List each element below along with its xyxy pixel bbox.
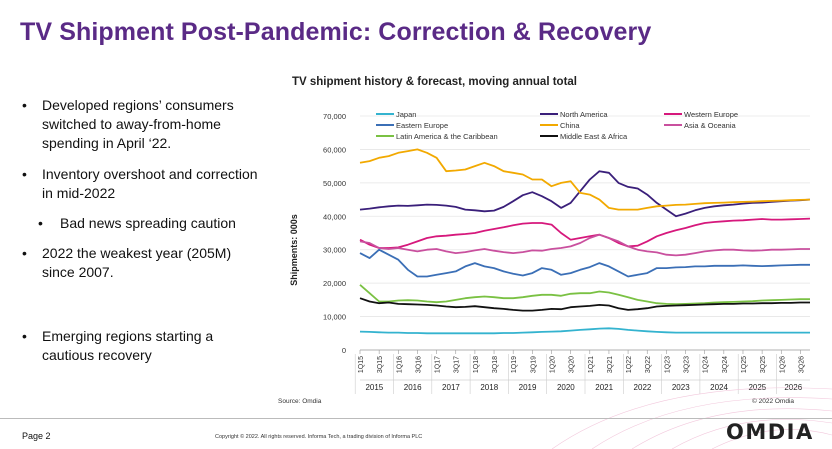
x-tick-label: 3Q19 (530, 356, 537, 373)
series-line-middle-east-africa (359, 297, 810, 312)
year-label: 2020 (557, 383, 575, 392)
year-label: 2017 (442, 383, 460, 392)
page-number: Page 2 (22, 431, 51, 441)
x-tick-label: 3Q23 (684, 356, 691, 373)
y-tick-label: 70,000 (323, 112, 346, 121)
x-tick-label: 1Q20 (549, 356, 556, 373)
year-label: 2018 (480, 383, 498, 392)
series-line-china (359, 148, 811, 211)
y-tick-label: 10,000 (323, 313, 346, 322)
series-line-north-america (359, 170, 811, 218)
x-tick-label: 3Q26 (798, 356, 805, 373)
x-tick-label: 3Q15 (377, 356, 384, 373)
bullet-list: Developed regions’ consumers switched to… (22, 96, 262, 365)
legend-label: Eastern Europe (396, 121, 448, 130)
x-tick-label: 3Q24 (722, 356, 729, 373)
y-tick-label: 60,000 (323, 145, 346, 154)
x-tick-label: 1Q17 (435, 356, 442, 373)
x-tick-label: 1Q16 (396, 356, 403, 373)
x-tick-label: 3Q22 (645, 356, 652, 373)
legend-label: Western Europe (684, 110, 738, 119)
x-tick-label: 3Q21 (607, 356, 614, 373)
x-tick-label: 1Q18 (473, 356, 480, 373)
year-label: 2021 (595, 383, 613, 392)
chart-title: TV shipment history & forecast, moving a… (292, 76, 577, 88)
x-axis: 1Q15 3Q15 1Q16 3Q16 1Q17 3Q17 1Q18 3Q18 1Q19 3Q19… (354, 350, 810, 394)
x-tick-label: 3Q25 (760, 356, 767, 373)
line-chart: 0 10,000 20,000 30,000 40,000 50,000 60,000 70,… (289, 110, 811, 394)
x-tick-label: 1Q25 (741, 356, 748, 373)
omdia-logo: OMDIA (726, 420, 814, 444)
legend-label: North America (560, 110, 608, 119)
year-label: 2019 (519, 383, 537, 392)
legend-label: Asia & Oceania (684, 121, 737, 130)
chart-series (359, 148, 811, 335)
legend-label: Japan (396, 110, 416, 119)
x-tick-label: 3Q16 (415, 356, 422, 373)
x-tick-label: 1Q24 (703, 356, 710, 373)
x-tick-label: 3Q20 (569, 356, 576, 373)
series-line-asia-oceania (359, 233, 810, 257)
bullet-sub-item: Bad news spreading caution (22, 214, 262, 233)
y-tick-label: 40,000 (323, 212, 346, 221)
legend-label: Middle East & Africa (560, 132, 628, 141)
legend-label: China (560, 121, 580, 130)
series-line-eastern-europe (359, 248, 810, 278)
bullet-item: Inventory overshoot and correction in mi… (22, 165, 262, 203)
series-line-latin-america-the-caribbean (359, 284, 810, 306)
year-label: 2015 (365, 383, 383, 392)
year-label: 2023 (672, 383, 690, 392)
y-tick-label: 0 (342, 346, 346, 355)
bullet-item: Developed regions’ consumers switched to… (22, 96, 262, 153)
bullet-item: 2022 the weakest year (205M) since 2007. (22, 244, 262, 282)
x-tick-label: 1Q23 (664, 356, 671, 373)
x-tick-label: 3Q18 (492, 356, 499, 373)
x-tick-label: 3Q17 (454, 356, 461, 373)
series-line-western-europe (359, 217, 811, 249)
series-line-japan (359, 327, 810, 335)
x-tick-label: 1Q19 (511, 356, 518, 373)
bullet-item: Emerging regions starting a cautious rec… (22, 327, 262, 365)
x-tick-label: 1Q15 (358, 356, 365, 373)
x-tick-label: 1Q21 (588, 356, 595, 373)
y-axis-label: Shipments: 000s (289, 214, 299, 286)
chart-legend: Japan North America Western Europe Eastern … (376, 110, 738, 141)
y-tick-label: 50,000 (323, 179, 346, 188)
footer-divider (0, 418, 832, 419)
chart-grid (360, 115, 810, 351)
legend-label: Latin America & the Caribbean (396, 132, 498, 141)
y-axis: 0 10,000 20,000 30,000 40,000 50,000 60,000 70,… (323, 112, 346, 355)
chart-copyright: © 2022 Omdia (752, 398, 795, 405)
year-label: 2016 (404, 383, 422, 392)
year-label: 2022 (634, 383, 652, 392)
footer-copyright: Copyright © 2022. All rights reserved. I… (215, 434, 423, 440)
chart-source: Source: Omdia (278, 398, 322, 405)
year-label: 2025 (748, 383, 766, 392)
chart-container: TV shipment history & forecast, moving a… (278, 70, 826, 410)
y-tick-label: 20,000 (323, 279, 346, 288)
x-tick-label: 1Q26 (779, 356, 786, 373)
y-tick-label: 30,000 (323, 246, 346, 255)
footer-decoration (551, 387, 832, 449)
slide-title: TV Shipment Post-Pandemic: Correction & … (20, 18, 652, 46)
x-tick-label: 1Q22 (626, 356, 633, 373)
year-label: 2024 (710, 383, 728, 392)
